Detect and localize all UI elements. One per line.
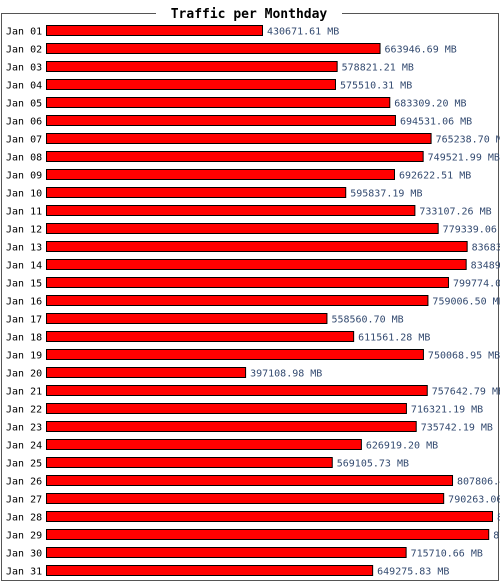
value-label: 692622.51 MB — [399, 171, 471, 182]
category-label: Jan 19 — [6, 351, 42, 362]
category-label: Jan 29 — [6, 531, 42, 542]
value-label: 757642.79 MB — [432, 387, 500, 398]
bar — [46, 61, 338, 72]
bar — [46, 187, 347, 198]
value-label: 683309.20 MB — [394, 99, 466, 110]
category-label: Jan 22 — [6, 405, 42, 416]
category-label: Jan 25 — [6, 459, 42, 470]
value-label: 716321.19 MB — [411, 405, 483, 416]
value-label: 595837.19 MB — [350, 189, 422, 200]
bar — [46, 439, 362, 450]
category-label: Jan 09 — [6, 171, 42, 182]
value-label: 715710.66 MB — [411, 549, 483, 560]
category-label: Jan 15 — [6, 279, 42, 290]
bar — [46, 79, 336, 90]
category-label: Jan 13 — [6, 243, 42, 254]
bar — [46, 331, 355, 342]
value-label: 779339.06 MB — [443, 225, 500, 236]
category-label: Jan 21 — [6, 387, 42, 398]
bar — [46, 133, 432, 144]
value-label: 558560.70 MB — [331, 315, 403, 326]
bar — [46, 457, 333, 468]
category-label: Jan 01 — [6, 27, 42, 38]
value-label: 569105.73 MB — [337, 459, 409, 470]
category-label: Jan 03 — [6, 63, 42, 74]
bar — [46, 151, 424, 162]
value-label: 807806.46 MB — [457, 477, 500, 488]
value-label: 735742.19 MB — [421, 423, 493, 434]
value-label: 626919.20 MB — [366, 441, 438, 452]
category-label: Jan 07 — [6, 135, 42, 146]
chart-title: Traffic per Monthday — [171, 7, 328, 22]
value-label: 879622.68 MB — [493, 531, 500, 542]
category-label: Jan 16 — [6, 297, 42, 308]
value-label: 649275.83 MB — [377, 567, 449, 578]
category-label: Jan 31 — [6, 567, 42, 578]
bar — [46, 205, 416, 216]
value-label: 834897.32 MB — [471, 261, 500, 272]
category-label: Jan 20 — [6, 369, 42, 380]
bar — [46, 367, 247, 378]
title-background — [156, 4, 342, 22]
value-label: 759006.50 MB — [432, 297, 500, 308]
bar — [46, 349, 424, 360]
bar — [46, 97, 391, 108]
category-label: Jan 30 — [6, 549, 42, 560]
category-label: Jan 12 — [6, 225, 42, 236]
category-label: Jan 08 — [6, 153, 42, 164]
value-label: 397108.98 MB — [250, 369, 322, 380]
category-label: Jan 28 — [6, 513, 42, 524]
bar — [46, 295, 429, 306]
value-label: 663946.69 MB — [385, 45, 457, 56]
bar — [46, 223, 439, 234]
bar — [46, 277, 449, 288]
bar — [46, 475, 454, 486]
value-label: 733107.26 MB — [419, 207, 491, 218]
bar — [46, 565, 374, 576]
category-label: Jan 17 — [6, 315, 42, 326]
category-label: Jan 23 — [6, 423, 42, 434]
value-label: 694531.06 MB — [400, 117, 472, 128]
value-label: 799774.08 MB — [453, 279, 500, 290]
value-label: 430671.61 MB — [267, 27, 339, 38]
category-label: Jan 06 — [6, 117, 42, 128]
bar — [46, 529, 490, 540]
category-label: Jan 24 — [6, 441, 42, 452]
bar — [46, 169, 395, 180]
value-label: 887143.33 MB — [497, 513, 500, 524]
category-label: Jan 02 — [6, 45, 42, 56]
bar — [46, 493, 445, 504]
bar — [46, 385, 428, 396]
bar — [46, 241, 468, 252]
category-label: Jan 04 — [6, 81, 42, 92]
value-label: 765238.70 MB — [436, 135, 500, 146]
bar — [46, 547, 407, 558]
category-label: Jan 27 — [6, 495, 42, 506]
value-label: 575510.31 MB — [340, 81, 412, 92]
category-label: Jan 14 — [6, 261, 42, 272]
category-label: Jan 11 — [6, 207, 42, 218]
value-label: 578821.21 MB — [342, 63, 414, 74]
bar — [46, 259, 467, 270]
chart-rows: Jan 01 430671.61 MB Jan 02 663946.69 MB Jan … — [6, 25, 500, 578]
bar — [46, 421, 417, 432]
bar — [46, 511, 493, 522]
category-label: Jan 10 — [6, 189, 42, 200]
bar — [46, 25, 264, 36]
bar — [46, 313, 328, 324]
value-label: 790263.00 MB — [448, 495, 500, 506]
category-label: Jan 18 — [6, 333, 42, 344]
value-label: 836830.54 MB — [472, 243, 500, 254]
value-label: 611561.28 MB — [358, 333, 430, 344]
category-label: Jan 26 — [6, 477, 42, 488]
bar — [46, 115, 396, 126]
bar — [46, 403, 407, 414]
value-label: 749521.99 MB — [428, 153, 500, 164]
value-label: 750068.95 MB — [428, 351, 500, 362]
category-label: Jan 05 — [6, 99, 42, 110]
bar — [46, 43, 381, 54]
